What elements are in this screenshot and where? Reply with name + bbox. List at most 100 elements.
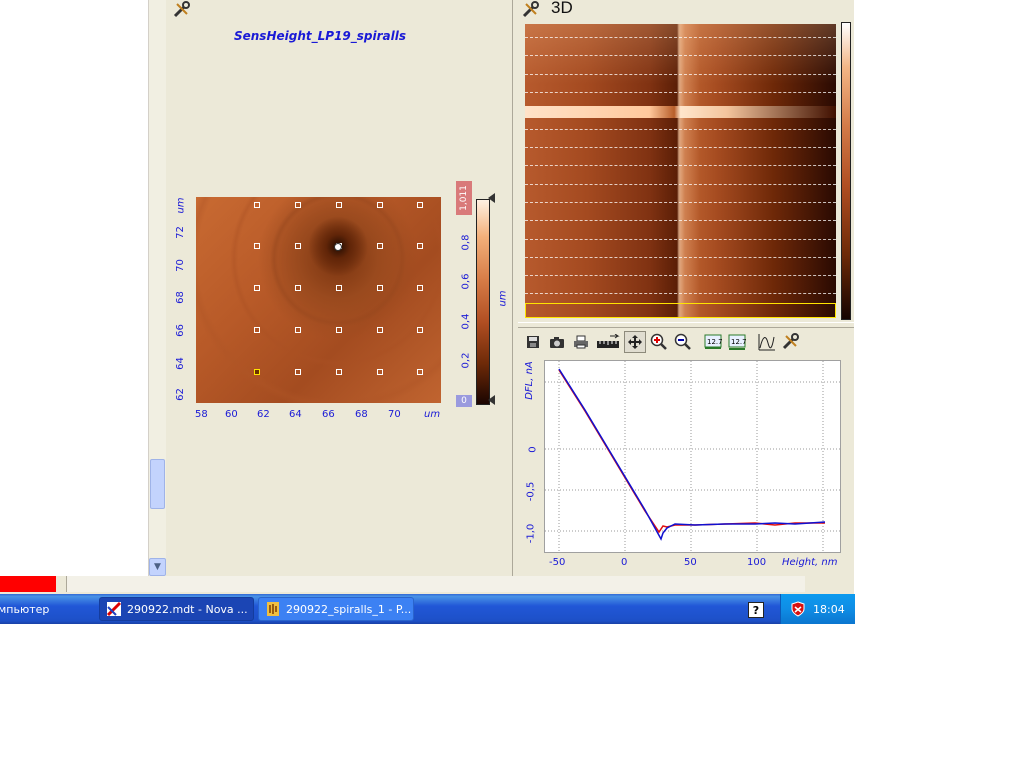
antivirus-icon[interactable]: [790, 601, 806, 617]
point-marker[interactable]: [377, 285, 383, 291]
point-marker[interactable]: [295, 243, 301, 249]
map-y-tick: 64: [174, 357, 186, 370]
point-marker[interactable]: [417, 327, 423, 333]
help-icon[interactable]: ?: [748, 602, 764, 618]
view-3d-label[interactable]: 3D: [551, 0, 573, 17]
scale-icon[interactable]: 12.7: [702, 331, 724, 353]
colorbar-tick: 0,6: [460, 273, 472, 290]
nova-app-icon: [106, 601, 122, 617]
graph-y-tick: -0,5: [525, 481, 537, 502]
map-x-unit: um: [424, 409, 441, 420]
scan-line-guide: [525, 92, 836, 93]
point-marker[interactable]: [417, 285, 423, 291]
map-x-tick: 68: [355, 409, 368, 420]
map-y-tick: 72: [174, 226, 186, 239]
print-icon[interactable]: [570, 331, 592, 353]
map-x-tick: 70: [388, 409, 401, 420]
bright-scan-line: [525, 106, 836, 118]
scan-3d-image[interactable]: [525, 24, 836, 318]
point-marker[interactable]: [377, 327, 383, 333]
colorbar-min-handle[interactable]: [488, 395, 495, 405]
selected-point-marker[interactable]: [254, 369, 260, 375]
point-marker[interactable]: [336, 202, 342, 208]
graph-y-tick: 0: [527, 446, 539, 453]
point-marker[interactable]: [254, 202, 260, 208]
point-marker[interactable]: [377, 369, 383, 375]
image-highlight: [525, 24, 836, 84]
zoom-out-icon[interactable]: [672, 331, 694, 353]
clock: 18:04: [813, 603, 845, 616]
graph-x-tick: 100: [747, 557, 767, 568]
colorbar-max-handle[interactable]: [488, 193, 495, 203]
ruler-icon[interactable]: [594, 331, 622, 353]
point-marker[interactable]: [295, 369, 301, 375]
point-marker[interactable]: [417, 369, 423, 375]
point-marker[interactable]: [295, 285, 301, 291]
point-marker[interactable]: [336, 369, 342, 375]
colorbar-tick: 0,4: [460, 313, 472, 330]
colorbar-max-label[interactable]: 1,011: [456, 181, 472, 215]
colorbar-tick: 0,8: [460, 234, 472, 251]
map-x-tick: 58: [195, 409, 208, 420]
taskbar-item-spiralls[interactable]: 290922_spiralls_1 - P...: [258, 597, 414, 621]
scan-line-guide: [525, 202, 836, 203]
point-marker[interactable]: [254, 285, 260, 291]
point-marker[interactable]: [417, 243, 423, 249]
point-marker[interactable]: [377, 243, 383, 249]
status-field: [66, 576, 805, 592]
point-marker[interactable]: [295, 202, 301, 208]
scrollbar-thumb[interactable]: [150, 459, 165, 509]
map-x-tick: 62: [257, 409, 270, 420]
save-icon[interactable]: [522, 331, 544, 353]
curve-icon[interactable]: [756, 331, 778, 353]
settings-wrench-icon[interactable]: [520, 0, 542, 20]
colorbar[interactable]: [476, 199, 490, 405]
svg-text:12.7: 12.7: [731, 338, 746, 346]
camera-icon[interactable]: [546, 331, 568, 353]
scroll-down-button[interactable]: ▼: [149, 558, 166, 576]
point-marker[interactable]: [377, 202, 383, 208]
point-marker[interactable]: [254, 327, 260, 333]
center-spot: [334, 243, 342, 251]
horizontal-splitter[interactable]: [518, 322, 854, 328]
document-app-icon: [267, 602, 279, 616]
scan-line-guide: [525, 257, 836, 258]
point-marker[interactable]: [295, 327, 301, 333]
colorbar-min-label[interactable]: 0: [456, 395, 472, 407]
retract-curve-blue: [558, 368, 826, 541]
red-progress-indicator: [0, 576, 56, 592]
selected-scan-line[interactable]: [525, 303, 836, 318]
settings-wrench-icon[interactable]: [171, 0, 193, 20]
map-y-tick: 68: [174, 291, 186, 304]
graph-y-label: DFL, nA: [523, 361, 535, 400]
graph-x-tick: -50: [549, 557, 566, 568]
scan-line-guide: [525, 55, 836, 56]
fit-icon[interactable]: 12.7: [726, 331, 748, 353]
point-marker[interactable]: [417, 202, 423, 208]
taskbar-item-computer[interactable]: мпьютер: [0, 602, 50, 616]
vertical-scrollbar[interactable]: [148, 0, 166, 576]
height-map-image[interactable]: [196, 197, 441, 403]
move-icon[interactable]: [624, 331, 646, 353]
taskbar-item-label: 290922_spiralls_1 - P...: [286, 602, 412, 616]
point-marker[interactable]: [254, 243, 260, 249]
graph-x-label: Height, nm: [782, 557, 838, 568]
colorbar-3d[interactable]: [841, 22, 851, 320]
scan-line-guide: [525, 74, 836, 75]
graph-x-tick: 0: [621, 557, 628, 568]
graph-y-tick: -1,0: [525, 523, 537, 544]
taskbar-item-nova[interactable]: 290922.mdt - Nova ...: [99, 597, 254, 621]
force-curve-plot[interactable]: [544, 360, 841, 553]
colorbar-unit: um: [497, 290, 509, 307]
scan-line-guide: [525, 184, 836, 185]
approach-curve-red: [558, 369, 825, 534]
scan-line-guide: [525, 293, 836, 294]
map-y-tick: 66: [174, 324, 186, 337]
point-marker[interactable]: [336, 285, 342, 291]
zoom-in-icon[interactable]: [648, 331, 670, 353]
colorbar-tick: 0,2: [460, 352, 472, 369]
map-x-tick: 60: [225, 409, 238, 420]
settings-wrench-icon[interactable]: [780, 331, 802, 353]
scan-line-guide: [525, 275, 836, 276]
point-marker[interactable]: [336, 327, 342, 333]
